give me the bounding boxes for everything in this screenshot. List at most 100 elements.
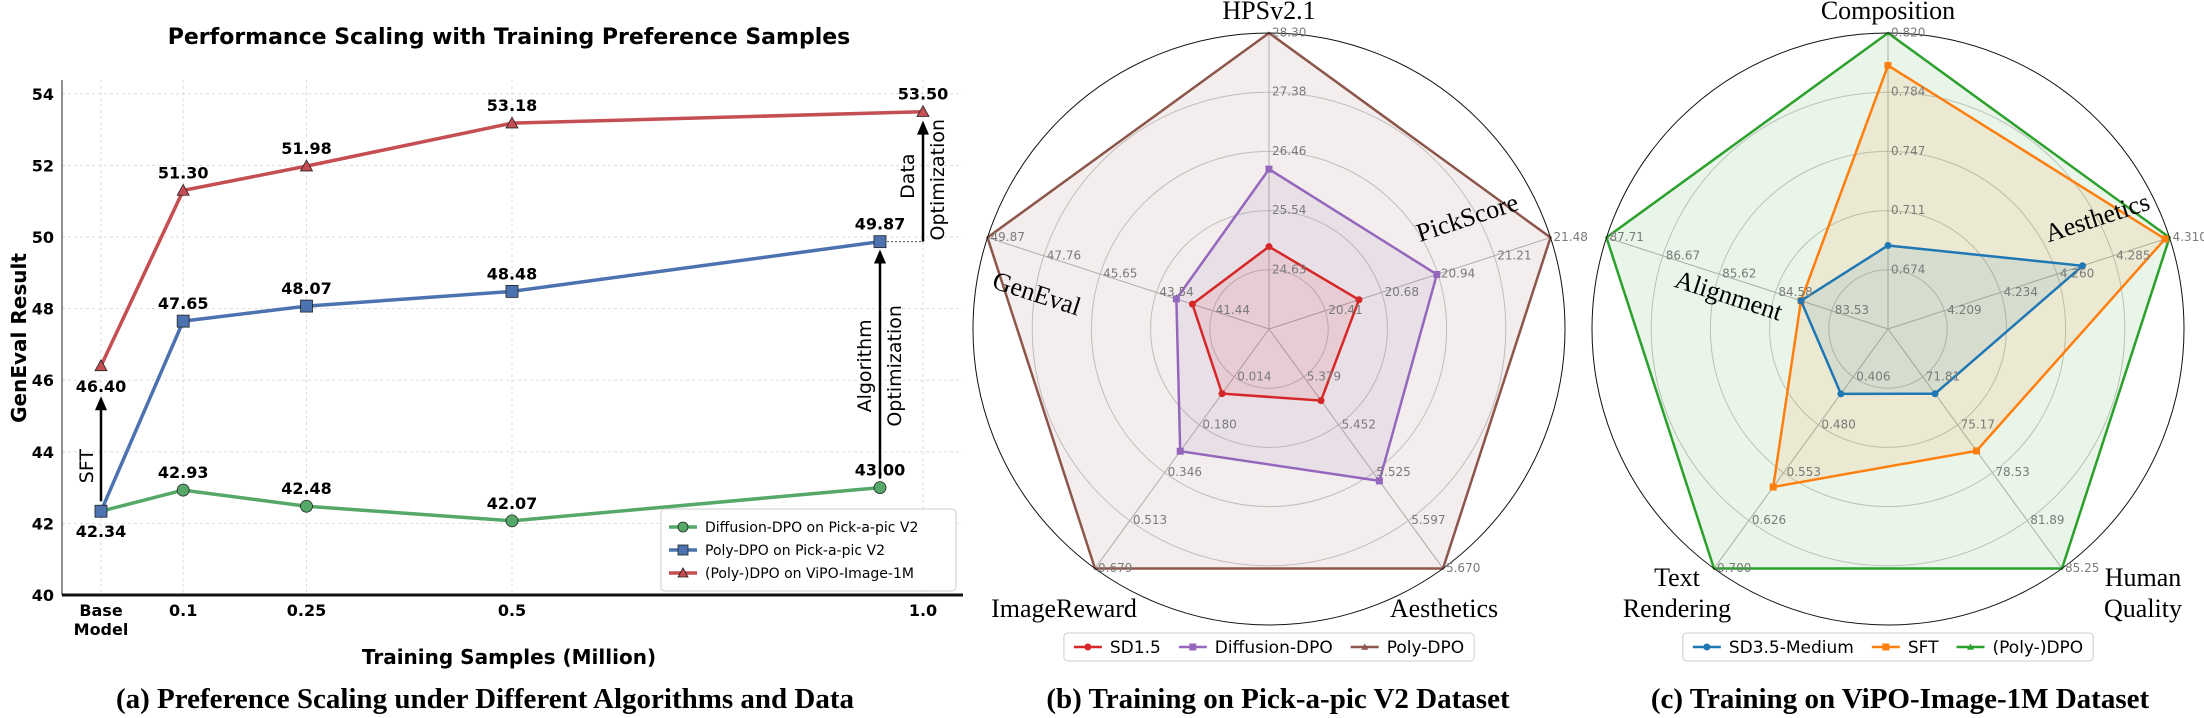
legend-marker xyxy=(677,567,689,578)
tick-label: 4.209 xyxy=(1947,303,1981,317)
legend-marker xyxy=(677,521,689,533)
tick-label: 0.820 xyxy=(1891,26,1925,40)
data-point xyxy=(1931,390,1939,398)
caption-a: (a) Preference Scaling under Different A… xyxy=(116,683,855,715)
algorithm-arrow-head xyxy=(874,249,886,264)
data-point xyxy=(1317,397,1325,405)
data-label: 49.87 xyxy=(855,215,906,234)
axis-label-imagereward: ImageReward xyxy=(991,594,1137,623)
tick-label: 27.38 xyxy=(1272,85,1306,99)
tick-label: 4.285 xyxy=(2116,248,2150,262)
data-arrow-head xyxy=(917,120,929,135)
tick-label: 43.54 xyxy=(1159,285,1193,299)
series-sd1-5 xyxy=(1188,243,1363,405)
legend: SD1.5 Diffusion-DPO Poly-DPO xyxy=(1063,632,1475,662)
data-label: 48.48 xyxy=(487,264,538,283)
axis-spoke xyxy=(987,237,1270,330)
legend-label: Diffusion-DPO on Pick-a-pic V2 xyxy=(705,520,918,536)
caption-c: (c) Training on ViPO-Image-1M Dataset xyxy=(1651,683,2150,715)
data-point xyxy=(1265,165,1273,173)
tick-label: 20.94 xyxy=(1441,267,1475,281)
legend-entries: SD3.5-Medium SFT (Poly-)DPO xyxy=(1692,638,2084,658)
legend-marker xyxy=(1361,643,1369,650)
data-point xyxy=(94,504,108,518)
tick-label: 5.452 xyxy=(1342,417,1376,431)
data-point xyxy=(2161,235,2169,243)
series-polygon xyxy=(1190,245,1361,402)
x-tick-label: Base xyxy=(79,601,123,620)
tick-label: 5.525 xyxy=(1376,465,1410,479)
series-2: 46.40 51.30 51.98 53.18 53.50 xyxy=(76,85,949,396)
data-label: 42.34 xyxy=(76,522,127,541)
data-point xyxy=(1218,390,1226,398)
tick-label: 84.58 xyxy=(1778,285,1812,299)
legend-label: (Poly-)DPO on ViPO-Image-1M xyxy=(705,566,914,582)
tick-label: 41.44 xyxy=(1216,303,1250,317)
axis-label-composition: Composition xyxy=(1821,0,1955,25)
data-label: 43.00 xyxy=(855,461,906,480)
x-tick-label: 0.5 xyxy=(498,601,526,620)
tick-label: 20.41 xyxy=(1328,303,1362,317)
legend-label: Poly-DPO xyxy=(1387,638,1464,658)
axis-label-text-rendering-1: Text xyxy=(1654,563,1701,592)
legend-label: (Poly-)DPO xyxy=(1993,638,2084,658)
tick-label: 0.626 xyxy=(1752,513,1786,527)
tick-label: 83.53 xyxy=(1835,303,1869,317)
data-point xyxy=(176,483,190,497)
y-tick-label: 46 xyxy=(32,371,54,390)
tick-label: 0.711 xyxy=(1891,203,1925,217)
tick-label: 20.68 xyxy=(1385,285,1419,299)
legend: SD3.5-Medium SFT (Poly-)DPO xyxy=(1682,632,2094,662)
data-point xyxy=(94,359,108,372)
x-axis-label: Training Samples (Million) xyxy=(362,645,656,669)
data-point xyxy=(1172,295,1180,303)
axis-spoke xyxy=(1268,328,1444,569)
y-tick-label: 40 xyxy=(32,586,54,605)
data-label: 51.98 xyxy=(281,139,332,158)
tick-label: 21.48 xyxy=(1554,230,1588,244)
legend-label: SFT xyxy=(1908,638,1939,658)
data-label: 51.30 xyxy=(158,163,209,182)
data-point xyxy=(176,314,190,328)
axis-label-hpsv2: HPSv2.1 xyxy=(1222,0,1315,25)
series--poly-dpo xyxy=(1605,31,2171,570)
tick-label: 0.674 xyxy=(1891,262,1925,276)
tick-label: 0.346 xyxy=(1168,465,1202,479)
legend-marker xyxy=(1882,643,1890,651)
data-point xyxy=(916,104,930,117)
axis-label-text-rendering-2: Rendering xyxy=(1623,594,1731,623)
legend-marker xyxy=(677,544,689,556)
data-point xyxy=(1884,61,1892,69)
data-label: 42.93 xyxy=(158,463,209,482)
axis-spoke xyxy=(1887,237,2170,330)
data-point xyxy=(300,499,313,513)
legend-label: Poly-DPO on Pick-a-pic V2 xyxy=(705,543,885,559)
tick-label: 0.480 xyxy=(1821,417,1855,431)
series-0: 42.34 42.93 42.48 42.07 43.00 xyxy=(76,461,906,542)
data-point xyxy=(1837,390,1845,398)
data-label: 48.07 xyxy=(281,279,332,298)
series: 42.34 42.93 42.48 42.07 43.00 47.65 48.07 48.48… xyxy=(76,85,949,542)
legend: Diffusion-DPO on Pick-a-pic V2 Poly-DPO o… xyxy=(660,508,957,592)
data-point xyxy=(505,285,519,298)
axis-label-human-quality-2: Quality xyxy=(2104,594,2182,623)
data-point xyxy=(299,159,314,172)
data-point xyxy=(176,183,190,196)
data-annotation: Data xyxy=(897,153,919,198)
data-point xyxy=(505,514,519,528)
tick-label: 0.513 xyxy=(1133,513,1167,527)
data-point xyxy=(1433,270,1441,278)
tick-label: 0.553 xyxy=(1787,465,1821,479)
tick-label: 85.25 xyxy=(2065,561,2099,575)
data-label: 53.18 xyxy=(487,96,538,115)
sft-arrow-head xyxy=(95,396,107,411)
tick-label: 47.76 xyxy=(1047,248,1081,262)
tick-label: 5.670 xyxy=(1446,561,1480,575)
data-point xyxy=(1769,483,1777,491)
tick-label: 45.65 xyxy=(1103,267,1137,281)
tick-label: 24.63 xyxy=(1272,262,1306,276)
data-label: 53.50 xyxy=(898,85,949,104)
data-point xyxy=(873,235,887,249)
